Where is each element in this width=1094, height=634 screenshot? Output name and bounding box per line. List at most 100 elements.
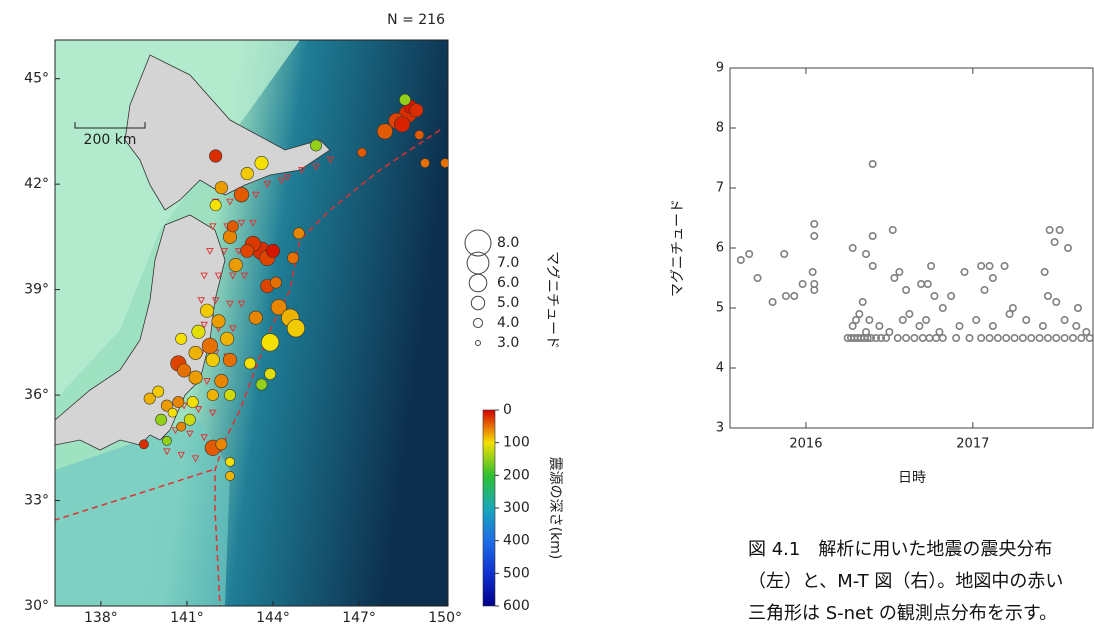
y-tick-label: 45°	[24, 71, 49, 87]
epicenter	[223, 353, 236, 366]
epicenter	[415, 130, 424, 139]
size-legend-label: 6.0	[497, 275, 519, 291]
y-tick-label: 39°	[24, 282, 49, 298]
epicenter	[202, 338, 218, 354]
mt-point	[1045, 293, 1051, 299]
epicenter	[229, 258, 242, 271]
y-tick-label: 6	[716, 241, 724, 256]
mt-point	[978, 263, 984, 269]
epicenter	[184, 414, 195, 425]
mt-point	[936, 329, 942, 335]
mt-point	[849, 245, 855, 251]
colorbar-tick-label: 0	[503, 402, 512, 418]
mt-point	[903, 287, 909, 293]
size-legend-title: マグニチュード	[544, 251, 560, 349]
epicenter	[177, 364, 190, 377]
mt-point	[1053, 335, 1059, 341]
mt-point	[923, 317, 929, 323]
mt-point	[1078, 335, 1084, 341]
mt-point	[895, 335, 901, 341]
epicenter	[162, 436, 171, 445]
mt-point	[876, 323, 882, 329]
epicenter	[207, 389, 218, 400]
size-legend-marker	[473, 318, 482, 327]
mt-points	[738, 161, 1093, 341]
size-legend-marker	[471, 296, 484, 309]
epicenter	[225, 471, 234, 480]
map-title: N = 216	[387, 12, 445, 28]
mt-point	[869, 161, 875, 167]
colorbar	[483, 410, 495, 606]
epicenter	[310, 140, 321, 151]
mt-point	[1073, 323, 1079, 329]
mt-point	[986, 263, 992, 269]
epicenter	[176, 333, 187, 344]
epicenter	[216, 439, 227, 450]
mt-point	[931, 293, 937, 299]
epicenter	[168, 408, 177, 417]
mt-point	[978, 335, 984, 341]
epicenter	[410, 104, 423, 117]
mt-point	[869, 263, 875, 269]
y-tick-label: 9	[716, 61, 724, 76]
mt-point	[1020, 335, 1026, 341]
colorbar-tick-label: 400	[503, 533, 530, 549]
mt-point	[1061, 335, 1067, 341]
mt-point	[799, 281, 805, 287]
caption: 図 4.1 解析に用いた地震の震央分布（左）と、M-T 図（右）。地図中の赤い三…	[748, 534, 1094, 630]
epicenter	[240, 244, 253, 257]
epicenter	[266, 244, 279, 257]
y-tick-label: 30°	[24, 598, 49, 614]
colorbar-tick-label: 200	[503, 467, 530, 483]
mt-point	[903, 335, 909, 341]
epicenter	[155, 414, 166, 425]
y-tick-label: 7	[716, 181, 724, 196]
size-legend-label: 7.0	[497, 255, 519, 271]
epicenter	[261, 334, 279, 352]
mt-point	[961, 269, 967, 275]
mt-point	[856, 311, 862, 317]
x-tick-label: 138°	[84, 610, 118, 626]
size-legend-marker	[467, 252, 489, 274]
epicenter	[139, 440, 148, 449]
size-legend-label: 5.0	[497, 295, 519, 311]
mt-point	[953, 335, 959, 341]
epicenter	[287, 319, 305, 337]
epicenter	[224, 389, 235, 400]
mt-point	[754, 275, 760, 281]
y-axis-label: マグニチュード	[670, 199, 686, 297]
epicenter	[210, 200, 221, 211]
mt-point	[769, 299, 775, 305]
mt-point	[1036, 335, 1042, 341]
mt-point	[1070, 335, 1076, 341]
mt-point	[990, 323, 996, 329]
mt-point	[995, 335, 1001, 341]
x-tick-label: 141°	[170, 610, 204, 626]
x-tick-label: 2017	[956, 437, 989, 452]
y-tick-label: 5	[716, 301, 724, 316]
mt-point	[1040, 323, 1046, 329]
mt-point	[1051, 239, 1057, 245]
mt-point	[890, 227, 896, 233]
epicenter	[225, 457, 234, 466]
epicenter	[287, 252, 298, 263]
y-tick-label: 4	[716, 361, 724, 376]
x-tick-label: 2016	[789, 437, 822, 452]
epicenter	[189, 346, 202, 359]
size-legend-marker	[476, 341, 481, 346]
mt-point	[981, 287, 987, 293]
epicenter	[189, 371, 202, 384]
mt-point	[1006, 311, 1012, 317]
epicenter	[249, 311, 262, 324]
epicenter	[399, 94, 410, 105]
caption-line: 図 4.1 解析に用いた地震の震央分布	[748, 534, 1094, 566]
mt-point	[811, 233, 817, 239]
y-tick-label: 36°	[24, 387, 49, 403]
epicenter	[357, 148, 366, 157]
mt-point	[1046, 227, 1052, 233]
y-tick-label: 33°	[24, 493, 49, 509]
epicenter	[173, 396, 184, 407]
mt-point	[906, 311, 912, 317]
mt-point	[1061, 317, 1067, 323]
mt-point	[926, 335, 932, 341]
